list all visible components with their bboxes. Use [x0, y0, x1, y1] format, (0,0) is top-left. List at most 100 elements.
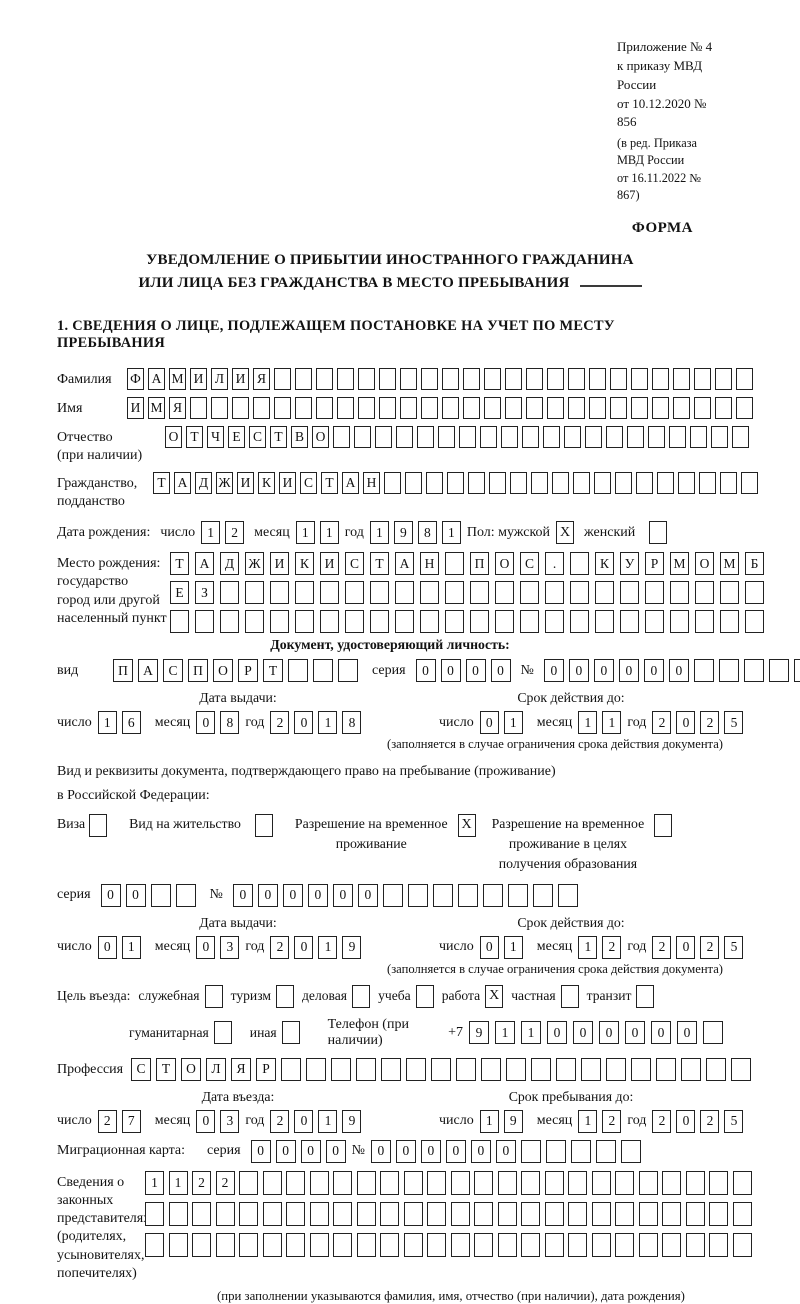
char-box[interactable] — [345, 581, 364, 605]
char-box[interactable] — [306, 1057, 326, 1081]
char-box[interactable]: 0 — [599, 1021, 619, 1045]
char-box[interactable]: Т — [370, 552, 389, 576]
char-box[interactable] — [482, 883, 503, 907]
char-box[interactable] — [595, 581, 614, 605]
char-box[interactable] — [521, 1232, 540, 1257]
char-box[interactable] — [463, 367, 480, 390]
char-box[interactable] — [620, 581, 639, 605]
char-box[interactable]: Р — [238, 659, 258, 683]
char-box[interactable] — [545, 610, 564, 634]
char-box[interactable] — [313, 659, 333, 683]
char-box[interactable] — [333, 1232, 352, 1257]
char-box[interactable] — [345, 610, 364, 634]
char-box[interactable] — [695, 581, 714, 605]
char-box[interactable]: 1 — [495, 1021, 515, 1045]
char-box[interactable]: 0 — [196, 1109, 216, 1133]
char-box[interactable] — [531, 1057, 551, 1081]
char-box[interactable]: С — [131, 1057, 151, 1081]
char-box[interactable] — [396, 425, 413, 448]
char-box[interactable] — [450, 1201, 470, 1226]
char-box[interactable] — [736, 396, 753, 419]
char-box[interactable] — [288, 659, 308, 683]
char-box[interactable] — [484, 367, 501, 390]
checkbox-purpose-humanitarian[interactable] — [213, 1021, 232, 1045]
char-box[interactable] — [732, 1201, 752, 1226]
char-box[interactable] — [706, 1057, 726, 1081]
char-box[interactable] — [595, 1139, 616, 1163]
char-box[interactable] — [768, 659, 789, 683]
char-box[interactable] — [520, 610, 539, 634]
char-box[interactable] — [331, 1057, 351, 1081]
char-box[interactable] — [379, 367, 396, 390]
char-box[interactable]: 9 — [503, 1109, 523, 1133]
char-box[interactable] — [532, 883, 553, 907]
char-box[interactable]: 0 — [676, 935, 696, 959]
char-box[interactable] — [545, 581, 564, 605]
char-box[interactable]: О — [495, 552, 514, 576]
char-box[interactable]: Р — [645, 552, 664, 576]
char-box[interactable]: 0 — [625, 1021, 645, 1045]
char-box[interactable]: Ж — [216, 471, 233, 494]
char-box[interactable]: 0 — [125, 883, 146, 907]
char-box[interactable]: Т — [321, 471, 338, 494]
char-box[interactable] — [495, 610, 514, 634]
char-box[interactable] — [281, 1057, 301, 1081]
char-box[interactable] — [470, 610, 489, 634]
char-box[interactable] — [720, 471, 737, 494]
char-box[interactable] — [403, 1232, 423, 1257]
char-box[interactable] — [615, 1170, 634, 1195]
char-box[interactable] — [711, 425, 728, 448]
char-box[interactable]: 5 — [724, 935, 744, 959]
char-box[interactable] — [333, 1201, 352, 1226]
char-box[interactable] — [192, 1201, 211, 1226]
char-box[interactable] — [380, 1201, 399, 1226]
char-box[interactable] — [427, 1232, 446, 1257]
char-box[interactable]: 1 — [318, 1109, 338, 1133]
char-box[interactable] — [356, 1232, 376, 1257]
char-box[interactable]: 2 — [192, 1170, 211, 1195]
char-box[interactable] — [736, 367, 753, 390]
char-box[interactable] — [384, 471, 401, 494]
char-box[interactable]: 1 — [503, 711, 523, 735]
char-box[interactable]: 3 — [220, 1109, 240, 1133]
char-box[interactable]: 1 — [318, 935, 338, 959]
char-box[interactable]: З — [195, 581, 214, 605]
char-box[interactable]: 1 — [168, 1170, 188, 1195]
char-box[interactable]: О — [181, 1057, 201, 1081]
char-box[interactable] — [370, 610, 389, 634]
char-box[interactable] — [211, 396, 228, 419]
char-box[interactable]: 1 — [479, 1109, 499, 1133]
char-box[interactable]: П — [113, 659, 133, 683]
char-box[interactable] — [295, 581, 314, 605]
char-box[interactable] — [690, 425, 707, 448]
char-box[interactable]: 0 — [651, 1021, 671, 1045]
checkbox-purpose-business[interactable] — [352, 984, 371, 1008]
char-box[interactable]: Ж — [245, 552, 264, 576]
char-box[interactable] — [450, 1170, 470, 1195]
char-box[interactable] — [420, 581, 439, 605]
char-box[interactable] — [245, 610, 264, 634]
char-box[interactable] — [505, 396, 522, 419]
char-box[interactable] — [709, 1201, 728, 1226]
char-box[interactable] — [589, 367, 606, 390]
char-box[interactable] — [442, 367, 459, 390]
char-box[interactable] — [262, 1232, 282, 1257]
char-box[interactable] — [470, 581, 489, 605]
char-box[interactable]: О — [165, 425, 182, 448]
char-box[interactable]: 0 — [300, 1139, 321, 1163]
char-box[interactable]: 1 — [319, 521, 339, 545]
char-box[interactable] — [474, 1170, 493, 1195]
char-box[interactable] — [356, 1057, 376, 1081]
char-box[interactable]: 1 — [121, 935, 141, 959]
char-box[interactable]: 0 — [643, 659, 664, 683]
char-box[interactable]: 0 — [395, 1139, 416, 1163]
char-box[interactable]: 2 — [97, 1109, 117, 1133]
char-box[interactable] — [474, 1232, 493, 1257]
char-box[interactable]: К — [595, 552, 614, 576]
char-box[interactable]: 0 — [495, 1139, 516, 1163]
char-box[interactable]: 1 — [441, 521, 461, 545]
char-box[interactable]: 0 — [97, 935, 117, 959]
char-box[interactable] — [669, 425, 686, 448]
char-box[interactable] — [620, 1139, 641, 1163]
char-box[interactable] — [286, 1170, 305, 1195]
